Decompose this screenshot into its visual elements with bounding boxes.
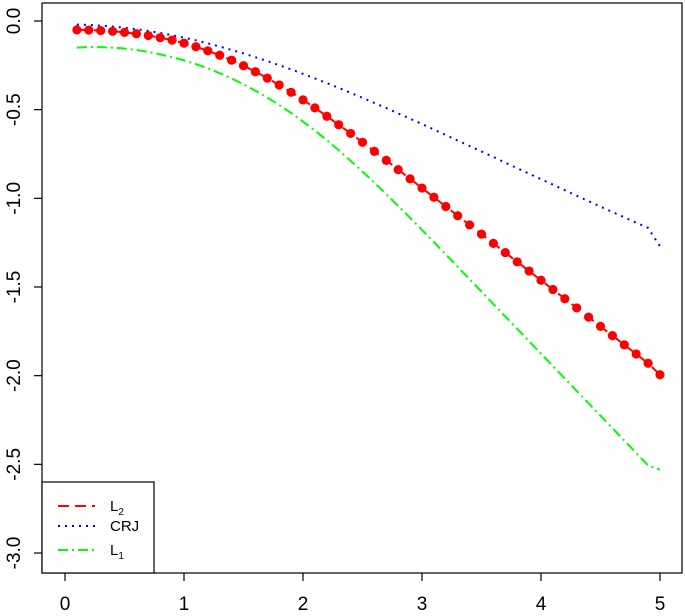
series-point-l2 [191, 42, 201, 52]
series-point-l2 [453, 211, 463, 221]
series-point-l2 [584, 312, 594, 322]
legend-label-l2: L2 [110, 498, 124, 518]
legend-sub-l1: 1 [118, 551, 124, 562]
x-tick-label: 0 [60, 594, 71, 615]
series-line-l2 [76, 28, 661, 376]
series-point-l2 [607, 330, 618, 341]
series-point-l2 [643, 358, 653, 368]
x-tick-label: 1 [179, 594, 190, 615]
series-point-l2 [108, 26, 118, 36]
legend-sub-l2: 2 [118, 507, 124, 518]
y-axis: 0.0 -0.5 -1.0 -1.5 -2.0 -2.5 -3.0 [4, 8, 42, 570]
series-point-l2 [488, 238, 498, 248]
series-point-l2 [215, 50, 225, 60]
series-point-l2 [322, 111, 332, 121]
plot-frame [41, 2, 683, 574]
series-point-l2 [155, 33, 165, 43]
legend-name-l1: L [110, 542, 118, 559]
series-point-l2 [131, 29, 141, 39]
series-point-l2 [560, 294, 570, 304]
series-point-l2 [369, 146, 379, 156]
series-point-l2 [310, 103, 320, 113]
series-point-l2 [119, 27, 130, 37]
x-tick-label: 4 [536, 594, 547, 615]
series-point-l2 [334, 120, 344, 130]
series-point-l2 [512, 257, 522, 267]
series-point-l2 [655, 370, 665, 380]
series-point-l2 [250, 67, 260, 77]
x-axis: 0 1 2 3 4 5 [60, 573, 666, 615]
series-point-l2 [631, 349, 641, 359]
x-tick-label: 5 [655, 594, 666, 615]
y-tick-label: -2.5 [4, 448, 25, 481]
series-point-l2 [619, 340, 629, 350]
series-point-l2 [381, 155, 391, 165]
series-point-l2 [572, 303, 582, 313]
series-point-l2 [203, 46, 213, 56]
series-point-l2 [465, 220, 475, 230]
series-point-l2 [262, 73, 272, 83]
series-point-l2 [298, 95, 308, 105]
series-point-l2 [238, 61, 249, 71]
y-tick-label: 0.0 [4, 8, 25, 34]
series-point-l2 [227, 55, 237, 65]
legend-box [41, 481, 155, 574]
y-tick-label: -0.5 [4, 93, 25, 126]
series-line-crj [76, 23, 661, 247]
series-point-l2 [96, 25, 106, 36]
series-point-l2 [84, 25, 94, 35]
series-point-l2 [429, 192, 439, 202]
series-point-l2 [536, 275, 546, 285]
legend-label-crj: CRJ [110, 518, 139, 535]
series-point-l2 [274, 80, 284, 90]
y-tick-label: -1.0 [4, 182, 25, 215]
series-point-l2 [286, 87, 296, 97]
x-tick-label: 2 [298, 594, 309, 615]
series-point-l2 [417, 183, 427, 193]
series-point-l2 [548, 284, 558, 295]
legend: L2 CRJ L1 [41, 481, 155, 574]
series-point-l2 [405, 174, 415, 184]
series-point-l2 [357, 137, 368, 147]
series-point-l2 [167, 35, 177, 45]
series-point-l2 [524, 266, 534, 276]
series-point-l2 [72, 25, 82, 35]
series-point-l2 [346, 128, 356, 139]
series-point-l2 [393, 165, 403, 175]
series-point-l2 [500, 248, 510, 258]
legend-label-l1: L1 [110, 542, 124, 562]
legend-name-l2: L [110, 498, 118, 515]
series-layer [72, 23, 665, 471]
series-point-l2 [441, 201, 451, 212]
series-point-l2 [143, 30, 153, 41]
y-tick-label: -3.0 [4, 537, 25, 570]
y-tick-label: -1.5 [4, 271, 25, 304]
y-tick-label: -2.0 [4, 359, 25, 392]
series-point-l2 [595, 321, 606, 331]
series-point-l2 [476, 229, 487, 239]
series-line-l1 [76, 46, 661, 471]
x-tick-label: 3 [417, 594, 428, 615]
series-point-l2 [179, 38, 189, 48]
